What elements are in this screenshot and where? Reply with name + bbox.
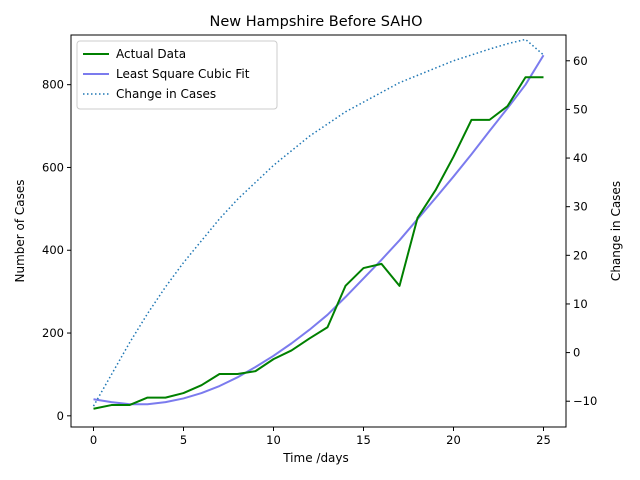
legend-label: Change in Cases: [116, 87, 216, 101]
y2-tick-label: 60: [573, 54, 588, 68]
y-tick-label: 0: [57, 409, 64, 423]
y-tick-label: 400: [42, 243, 64, 257]
y2-axis-label: Change in Cases: [609, 181, 623, 281]
x-tick-label: 20: [446, 433, 461, 447]
legend-box: [76, 40, 278, 110]
x-tick-label: 25: [536, 433, 551, 447]
x-tick-label: 5: [180, 433, 187, 447]
plot-area: [70, 34, 567, 428]
chart-title: New Hampshire Before SAHO: [209, 14, 422, 30]
y-axis-label: Number of Cases: [13, 179, 27, 282]
x-tick-label: 0: [90, 433, 97, 447]
y2-tick-label: 30: [573, 200, 588, 214]
x-tick-label: 10: [266, 433, 281, 447]
x-tick-label: 15: [356, 433, 371, 447]
y2-tick-label: 40: [573, 151, 588, 165]
series-layer: [92, 38, 545, 410]
x-axis-label: Time /days: [282, 451, 349, 465]
legend-label: Least Square Cubic Fit: [116, 67, 250, 81]
y2-tick-label: 50: [573, 102, 588, 116]
y-tick-label: 800: [42, 78, 64, 92]
y-tick-label: 600: [42, 160, 64, 174]
series-line-1: [93, 76, 544, 410]
legend-label: Actual Data: [116, 47, 186, 61]
legend: Actual Data Least Square Cubic Fit Change …: [76, 40, 278, 110]
y2-tick-label: −10: [573, 394, 597, 408]
y2-tick-label: 10: [573, 297, 588, 311]
ticks-layer: 0 5 10 15 20 25 0 200 400 600 800 −10 0 10 20 30 40 50 60: [42, 54, 597, 447]
y2-tick-label: 0: [573, 346, 580, 360]
y-tick-label: 200: [42, 326, 64, 340]
series-line-3: [92, 38, 544, 407]
series-line-2: [93, 54, 545, 406]
y2-tick-label: 20: [573, 248, 588, 262]
